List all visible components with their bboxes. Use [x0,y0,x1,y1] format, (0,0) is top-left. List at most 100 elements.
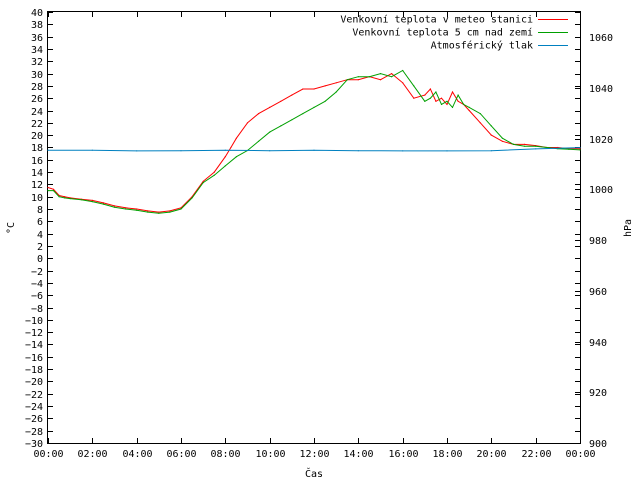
y-tick-label: 22 [31,119,43,130]
data-point-2 [313,149,315,151]
data-point-2 [490,150,492,152]
data-point-0 [457,100,459,102]
y2-tick-label: 1020 [589,135,613,146]
data-point-1 [280,125,282,127]
data-point-1 [324,100,326,102]
data-point-1 [457,94,459,96]
data-point-1 [446,100,448,102]
data-point-2 [579,147,581,149]
legend-label: Venkovní teplota v meteo stanici [340,14,533,26]
data-point-1 [391,76,393,78]
x-tick-label: 18:00 [432,449,462,460]
data-point-1 [213,174,215,176]
legend-label: Venkovní teplota 5 cm nad zemí [352,27,533,39]
x-tick-label: 10:00 [255,449,285,460]
y-tick-label: −18 [25,365,43,376]
data-point-1 [357,76,359,78]
y-tick-label: −12 [25,328,43,339]
data-point-1 [158,212,160,214]
data-point-0 [47,186,49,189]
x-tick-label: 14:00 [343,449,373,460]
data-point-1 [440,103,443,105]
data-point-0 [202,180,204,182]
data-point-1 [113,206,116,208]
data-point-0 [280,100,282,102]
data-point-0 [357,79,359,81]
y-tick-label: −10 [25,316,43,327]
y-tick-label: 16 [31,156,43,167]
data-point-0 [169,210,171,212]
data-point-1 [546,146,548,149]
y2-tick-label: 960 [589,287,607,298]
data-point-0 [147,210,149,212]
x-tick-label: 20:00 [476,449,506,460]
data-point-0 [224,156,226,158]
data-point-1 [64,197,66,199]
y2-tick-label: 1060 [589,33,613,44]
data-point-0 [379,79,382,81]
y-tick-label: 32 [31,57,43,68]
y2-axis-label: hPa [623,219,634,237]
data-point-1 [490,125,492,127]
data-point-1 [58,196,60,198]
data-point-0 [429,88,431,90]
data-point-1 [468,106,470,108]
data-point-0 [440,97,443,99]
data-point-2 [224,149,226,151]
data-point-0 [269,106,271,108]
data-point-0 [52,188,55,190]
y-tick-label: 20 [31,131,43,142]
data-point-0 [524,143,526,145]
y-tick-label: −22 [25,390,43,401]
legend: Venkovní teplota v meteo staniciVenkovní… [340,14,568,52]
y-tick-label: 30 [31,70,43,81]
data-point-2 [535,148,537,150]
y-tick-label: 24 [31,107,43,118]
x-tick-label: 22:00 [521,449,551,460]
y-tick-label: −8 [31,304,43,315]
y-tick-label: −4 [31,279,43,290]
y-tick-label: −6 [31,291,43,302]
data-point-1 [269,131,271,133]
plot-frame [47,11,581,444]
y-tick-label: 0 [37,254,43,265]
data-point-1 [568,148,570,150]
data-point-1 [80,199,82,201]
data-point-1 [451,106,454,108]
data-point-1 [463,103,465,105]
data-point-1 [202,182,204,184]
data-point-0 [501,140,503,142]
data-point-1 [535,145,537,147]
y-tick-label: 40 [31,8,43,19]
data-point-1 [191,197,193,199]
data-point-0 [64,196,66,198]
y-tick-label: 26 [31,94,43,105]
data-point-1 [335,91,337,93]
data-point-1 [368,76,370,78]
data-point-1 [102,203,104,205]
x-tick-label: 00:00 [565,449,595,460]
data-point-1 [235,156,237,158]
y-tick-label: 4 [37,230,43,241]
data-point-1 [180,208,182,210]
data-point-1 [125,208,127,210]
x-axis-label: Čas [305,467,323,480]
y-tick-label: −30 [25,439,43,450]
y-tick-label: −2 [31,267,43,278]
y-tick-label: 2 [37,242,43,253]
data-point-0 [91,199,93,201]
y-ticks: −30−28−26−24−22−20−18−16−14−12−10−8−6−4−… [25,8,580,450]
data-point-0 [113,205,116,207]
y-tick-label: −28 [25,427,43,438]
y2-tick-label: 900 [589,439,607,450]
data-point-1 [291,119,293,121]
data-point-1 [302,113,304,115]
data-point-2 [269,150,271,152]
data-point-0 [136,208,138,210]
data-point-1 [47,190,49,192]
data-point-0 [435,100,437,102]
data-point-0 [230,146,232,149]
data-point-1 [479,113,481,115]
y-tick-label: 34 [31,45,43,56]
y2-ticks: 900 920 940 960 980 1000 1020 1040 1060 [575,33,613,450]
